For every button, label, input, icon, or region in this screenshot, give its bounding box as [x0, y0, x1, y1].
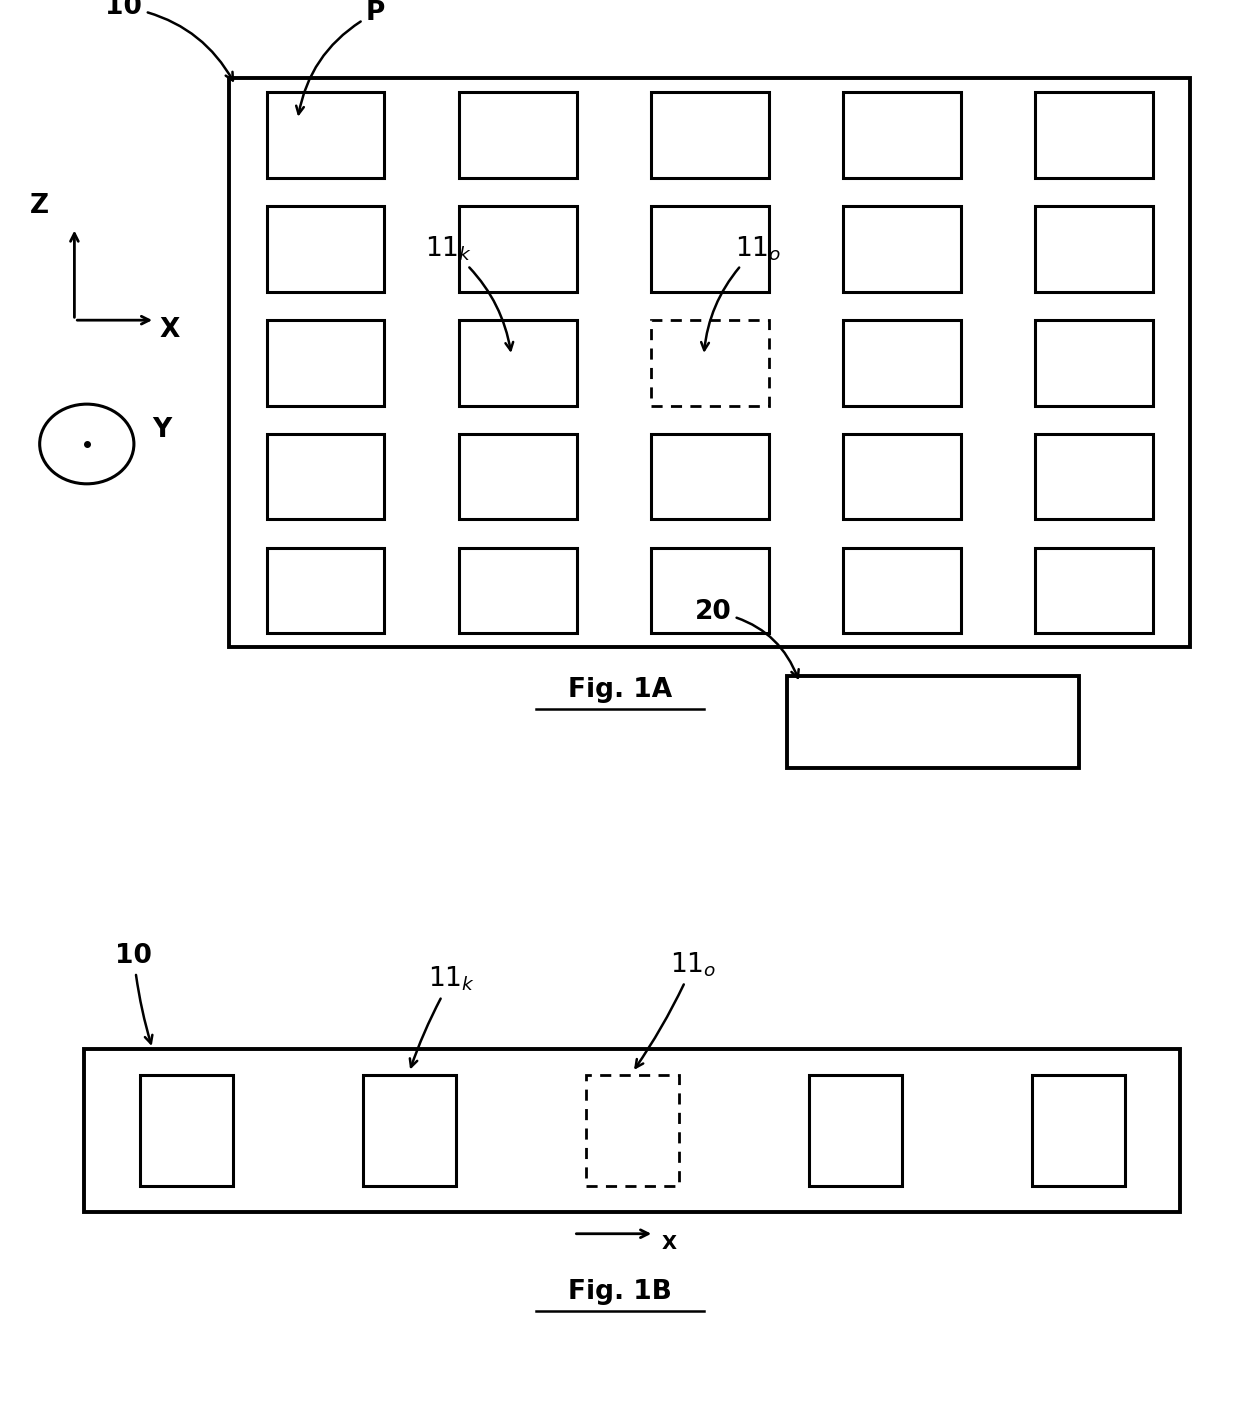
- Text: $11_k$: $11_k$: [410, 965, 475, 1067]
- Bar: [1035, 320, 1153, 406]
- Text: P: P: [296, 0, 386, 114]
- Text: Fig. 1A: Fig. 1A: [568, 677, 672, 703]
- Bar: [363, 1076, 456, 1187]
- Bar: [84, 1049, 1180, 1212]
- Bar: [1032, 1076, 1126, 1187]
- Bar: [229, 78, 1190, 647]
- Bar: [651, 92, 769, 178]
- Bar: [1035, 92, 1153, 178]
- Text: 20: 20: [694, 599, 799, 677]
- Bar: [1035, 434, 1153, 519]
- Text: $11_k$: $11_k$: [424, 235, 513, 350]
- Bar: [267, 434, 384, 519]
- Bar: [843, 434, 961, 519]
- Text: Fig. 1B: Fig. 1B: [568, 1279, 672, 1305]
- Bar: [651, 434, 769, 519]
- Bar: [459, 434, 577, 519]
- Text: Y: Y: [153, 417, 172, 443]
- Text: 10: 10: [105, 0, 233, 81]
- Bar: [810, 1076, 903, 1187]
- Bar: [459, 548, 577, 633]
- Text: $11_o$: $11_o$: [701, 235, 781, 350]
- Text: X: X: [160, 317, 180, 343]
- Text: Z: Z: [30, 194, 50, 219]
- Text: 10: 10: [115, 943, 153, 1043]
- Bar: [267, 92, 384, 178]
- Bar: [787, 676, 1079, 768]
- Bar: [140, 1076, 233, 1187]
- Bar: [651, 206, 769, 292]
- Bar: [267, 320, 384, 406]
- Bar: [1035, 206, 1153, 292]
- Text: $11_o$: $11_o$: [636, 951, 715, 1067]
- Bar: [843, 206, 961, 292]
- Bar: [267, 206, 384, 292]
- Bar: [459, 320, 577, 406]
- Bar: [651, 548, 769, 633]
- Bar: [843, 548, 961, 633]
- Bar: [843, 320, 961, 406]
- Bar: [459, 92, 577, 178]
- Bar: [1035, 548, 1153, 633]
- Bar: [651, 320, 769, 406]
- Ellipse shape: [40, 404, 134, 484]
- Bar: [267, 548, 384, 633]
- Bar: [459, 206, 577, 292]
- Bar: [843, 92, 961, 178]
- Text: X: X: [661, 1234, 677, 1254]
- Bar: [587, 1076, 680, 1187]
